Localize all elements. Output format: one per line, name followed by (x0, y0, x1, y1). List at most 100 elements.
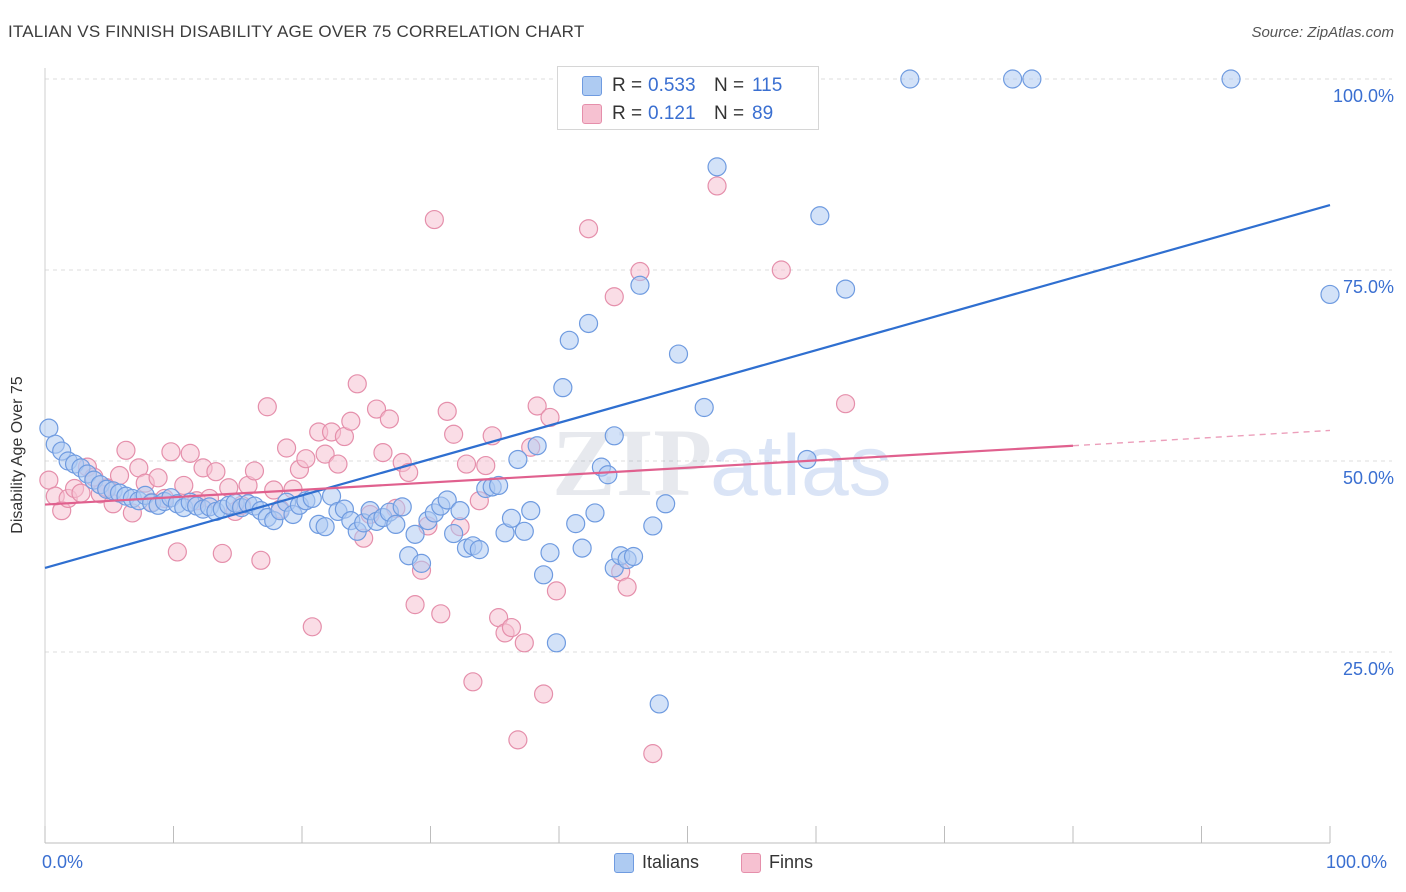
finns-point (328, 454, 348, 474)
finns-point (296, 449, 316, 469)
finns-point (527, 396, 547, 416)
italians-point (1003, 69, 1023, 89)
finns-point (276, 438, 297, 458)
italians-point (630, 275, 650, 295)
legend-n-value: 89 (752, 103, 774, 124)
italians-point (386, 514, 406, 535)
watermark-zip: ZIP (552, 409, 712, 516)
legend-item-finns[interactable]: Finns (741, 852, 813, 873)
italians-point (540, 543, 560, 563)
source-credit: Source: ZipAtlas.com (1251, 24, 1394, 41)
italians-point (643, 516, 663, 536)
finns-point (161, 442, 181, 462)
finns-point (835, 394, 856, 414)
italians-point (694, 397, 714, 418)
finns-point (206, 462, 226, 482)
italians-point (489, 475, 509, 496)
legend-item-italians[interactable]: Italians (614, 852, 699, 873)
finns-swatch (741, 852, 761, 873)
italians-point (559, 330, 579, 350)
finns-point (180, 443, 200, 463)
italians-point (707, 157, 727, 177)
finns-trendline-extension (1072, 429, 1331, 447)
finns-point (771, 260, 791, 280)
italians-point (810, 206, 830, 226)
italians-point (572, 538, 592, 558)
finns-point (167, 542, 187, 562)
finns-label: Finns (769, 852, 814, 872)
x-tick-max: 100.0% (1326, 852, 1388, 872)
axes (44, 68, 1331, 844)
italians-point (514, 521, 534, 541)
italians-point (39, 418, 59, 438)
italians-point (527, 436, 547, 456)
italians-trendline (44, 204, 1331, 570)
italians-point (411, 553, 432, 573)
finns-point (244, 461, 265, 481)
italians-point (533, 565, 554, 585)
legend-r-label: R = (612, 75, 643, 96)
italians-point (444, 523, 464, 544)
finns-point (604, 287, 624, 307)
italians-point (405, 524, 425, 544)
italians-point (546, 633, 567, 653)
italians-swatch (614, 852, 634, 873)
italians-point (1022, 69, 1042, 89)
finns-point (617, 577, 637, 597)
italians-point (1221, 69, 1241, 89)
gridlines (45, 78, 1392, 653)
italians-points (39, 69, 1340, 714)
finns-trendline (44, 444, 1074, 506)
italians-point (604, 426, 624, 446)
finns-point (444, 424, 464, 444)
y-tick-50: 50.0% (1342, 468, 1394, 488)
finns-point (174, 475, 194, 496)
finns-point (315, 444, 335, 464)
finns-point (533, 684, 554, 704)
finns-point (212, 543, 232, 564)
legend-row-finns: R = 0.121 N = 89 (582, 101, 773, 127)
finns-point (302, 617, 322, 637)
finns-point (373, 442, 393, 463)
italians-point (1320, 284, 1340, 305)
italians-point (649, 694, 669, 714)
legend-n-value: 115 (752, 75, 783, 96)
finns-point (578, 219, 599, 239)
finns-point (405, 595, 425, 615)
italians-point (578, 313, 599, 334)
y-tick-100: 100.0% (1332, 86, 1394, 106)
finns-point (456, 454, 477, 474)
legend-r-label: R = (612, 103, 643, 124)
finns-point (707, 176, 727, 196)
italians-point (392, 497, 412, 517)
italians-point (668, 344, 689, 364)
finns-point (366, 399, 387, 419)
finns-point (347, 374, 367, 394)
finns-point (546, 581, 567, 601)
finns-point (341, 411, 361, 431)
italians-point (598, 465, 618, 485)
italians-point (797, 449, 817, 470)
italians-point (437, 490, 457, 510)
italians-point (623, 546, 644, 567)
italians-point (450, 501, 470, 521)
italians-point (835, 279, 856, 299)
finns-point (399, 462, 419, 483)
italians-point (501, 508, 522, 528)
italians-point (553, 378, 573, 398)
finns-point (424, 209, 444, 230)
finns-point (116, 440, 136, 460)
italians-point (900, 69, 920, 89)
legend-n-label: N = (714, 103, 745, 124)
y-axis-label: Disability Age Over 75 (9, 376, 26, 534)
finns-point (501, 617, 522, 638)
finns-point (148, 468, 168, 488)
italians-point (656, 494, 676, 514)
finns-point (463, 672, 483, 692)
finns-point (514, 633, 534, 653)
italians-point (315, 517, 335, 537)
trend-lines (44, 204, 1331, 570)
y-tick-25: 25.0% (1342, 659, 1394, 679)
italians-point (521, 501, 541, 521)
